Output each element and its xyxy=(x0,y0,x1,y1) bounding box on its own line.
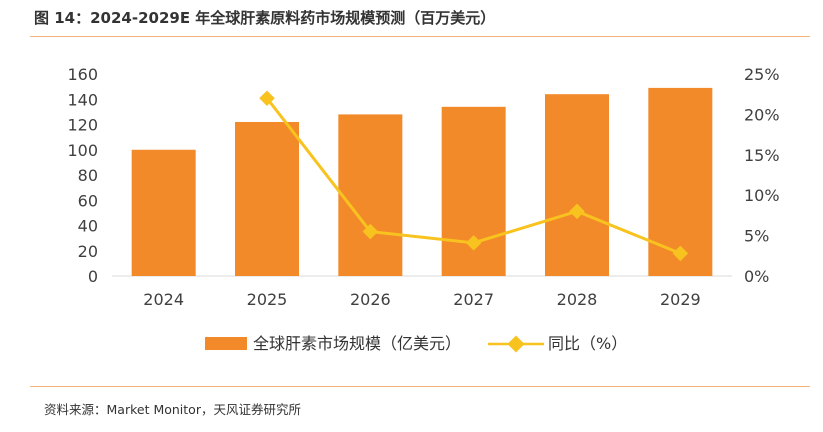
legend: 全球肝素市场规模（亿美元） 同比（%） xyxy=(205,334,627,353)
left-tick-label: 120 xyxy=(67,116,98,135)
right-tick-label: 20% xyxy=(744,105,780,124)
bar-2024 xyxy=(131,149,196,276)
right-axis: 0% 5% 10% 15% 20% 25% xyxy=(744,65,780,286)
left-tick-label: 20 xyxy=(78,242,98,261)
x-tick-label: 2028 xyxy=(557,290,598,309)
chart-title: 图 14：2024-2029E 年全球肝素原料药市场规模预测（百万美元） xyxy=(34,9,496,27)
x-tick-label: 2027 xyxy=(453,290,494,309)
left-axis: 0 20 40 60 80 100 120 140 160 xyxy=(67,65,98,286)
bottom-rule xyxy=(30,386,810,387)
left-tick-label: 160 xyxy=(67,65,98,84)
left-tick-label: 140 xyxy=(67,90,98,109)
left-tick-label: 80 xyxy=(78,166,98,185)
right-tick-label: 15% xyxy=(744,146,780,165)
source-note: 资料来源：Market Monitor，天风证券研究所 xyxy=(44,402,301,417)
x-tick-label: 2026 xyxy=(350,290,391,309)
bar-2028 xyxy=(545,94,609,276)
legend-line-marker xyxy=(507,335,525,353)
bar-series xyxy=(131,87,713,277)
left-tick-label: 100 xyxy=(67,141,98,160)
x-tick-label: 2029 xyxy=(660,290,701,309)
left-tick-label: 0 xyxy=(88,267,98,286)
left-tick-label: 40 xyxy=(78,217,98,236)
x-tick-label: 2024 xyxy=(143,290,184,309)
bar-2025 xyxy=(235,121,299,276)
right-tick-label: 0% xyxy=(744,267,769,286)
x-tick-label: 2025 xyxy=(247,290,288,309)
yoy-point-2026 xyxy=(362,223,379,240)
top-rule xyxy=(30,36,810,37)
legend-bar-swatch xyxy=(205,337,247,350)
x-axis: 2024 2025 2026 2027 2028 2029 xyxy=(143,290,700,309)
right-tick-label: 25% xyxy=(744,65,780,84)
left-tick-label: 60 xyxy=(78,191,98,210)
yoy-point-2027 xyxy=(465,235,482,251)
legend-line-label: 同比（%） xyxy=(548,334,627,353)
yoy-point-2028 xyxy=(569,203,585,220)
right-tick-label: 10% xyxy=(744,186,780,205)
chart-area: 0 20 40 60 80 100 120 140 160 0% 5% 10% 15% 20% 25% 2… xyxy=(67,65,780,353)
bar-2026 xyxy=(338,114,403,277)
legend-bar-label: 全球肝素市场规模（亿美元） xyxy=(253,334,461,353)
right-tick-label: 5% xyxy=(744,227,769,246)
